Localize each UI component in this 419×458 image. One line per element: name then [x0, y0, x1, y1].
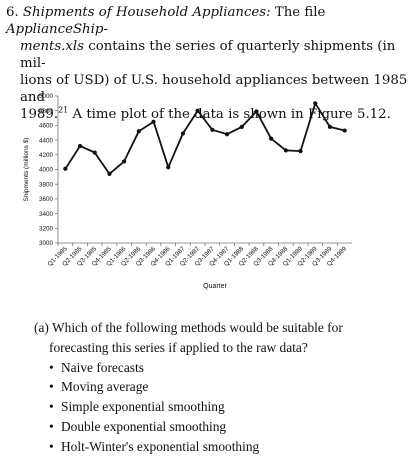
- problem-text-2: lions of USD) of U.S. household applianc…: [20, 73, 408, 105]
- file-name-part-a: ApplianceShip-: [6, 22, 108, 37]
- series-line: [64, 102, 345, 175]
- data-point: [180, 131, 186, 136]
- y-axis-label: Shipments (millions $): [23, 138, 30, 202]
- chart-axes: [55, 95, 352, 246]
- data-point: [298, 149, 303, 154]
- x-tick-labels: Q1-1985Q2-1985Q3-1985Q4-1985Q1-1986Q2-19…: [46, 245, 348, 268]
- footnote-marker: 21: [58, 105, 69, 115]
- problem-title: Shipments of Household Appliances:: [22, 5, 271, 20]
- data-point: [283, 148, 288, 153]
- data-point: [92, 150, 97, 155]
- file-name-part-b: ments.xls: [20, 39, 85, 54]
- y-tick-label: 3000: [39, 240, 54, 247]
- data-point: [239, 124, 244, 129]
- data-point: [195, 108, 200, 113]
- data-point: [151, 119, 156, 124]
- question-line-1: (a) Which of the following methods would…: [34, 318, 409, 338]
- shipments-time-plot: 3000 3200 3400 3600 3800 4000 4200 4400 4600 4800…: [18, 88, 358, 293]
- y-tick-label: 3800: [39, 181, 54, 188]
- y-tick-label: 5000: [39, 93, 54, 100]
- question-text-1: Which of the following methods would be …: [51, 320, 343, 335]
- data-point: [136, 129, 141, 134]
- option-item: Holt-Winter's exponential smoothing: [49, 437, 409, 457]
- data-point: [342, 128, 347, 133]
- option-item: Moving average: [49, 377, 409, 397]
- data-point: [269, 136, 274, 141]
- time-plot-svg: 3000 3200 3400 3600 3800 4000 4200 4400 4600 4800…: [23, 93, 352, 290]
- y-tick-labels: 3000 3200 3400 3600 3800 4000 4200 4400 4600 4800…: [39, 93, 54, 247]
- question-line-2: forecasting this series if applied to th…: [49, 339, 308, 355]
- y-tick-label: 3600: [39, 196, 54, 203]
- y-tick-label: 4600: [39, 123, 54, 130]
- problem-text-3a: 1989.: [20, 107, 59, 122]
- problem-text-the-file: The file: [274, 5, 326, 20]
- series-points: [63, 101, 347, 177]
- data-point: [166, 165, 171, 170]
- problem-line-1: 6. Shipments of Household Appliances: Th…: [6, 4, 414, 38]
- problem-statement: 6. Shipments of Household Appliances: Th…: [6, 4, 414, 123]
- y-tick-label: 3400: [39, 211, 54, 218]
- data-point: [327, 124, 333, 129]
- problem-line-3: lions of USD) of U.S. household applianc…: [6, 72, 414, 106]
- data-point: [77, 143, 83, 149]
- question-a: (a) Which of the following methods would…: [34, 318, 409, 457]
- y-tick-label: 4000: [39, 167, 54, 174]
- data-point: [107, 171, 112, 177]
- problem-number: 6.: [6, 5, 19, 20]
- data-point: [224, 132, 230, 137]
- problem-line-2: ments.xls contains the series of quarter…: [6, 38, 414, 72]
- y-tick-label: 3200: [39, 226, 54, 233]
- data-point: [63, 166, 68, 171]
- data-point: [122, 159, 127, 164]
- option-item: Double exponential smoothing: [49, 417, 409, 437]
- data-point: [254, 109, 259, 114]
- option-item: Naive forecasts: [49, 358, 409, 378]
- data-point: [210, 127, 215, 132]
- question-label: (a): [34, 320, 49, 335]
- y-tick-label: 4400: [39, 137, 54, 144]
- y-tick-label: 4800: [39, 108, 54, 115]
- y-tick-label: 4200: [39, 152, 54, 159]
- options-list: Naive forecasts Moving average Simple ex…: [34, 358, 409, 457]
- problem-text-1: contains the series of quarterly shipmen…: [20, 39, 396, 71]
- data-point: [313, 101, 318, 106]
- x-axis-label: Quarter: [203, 283, 227, 290]
- option-item: Simple exponential smoothing: [49, 397, 409, 417]
